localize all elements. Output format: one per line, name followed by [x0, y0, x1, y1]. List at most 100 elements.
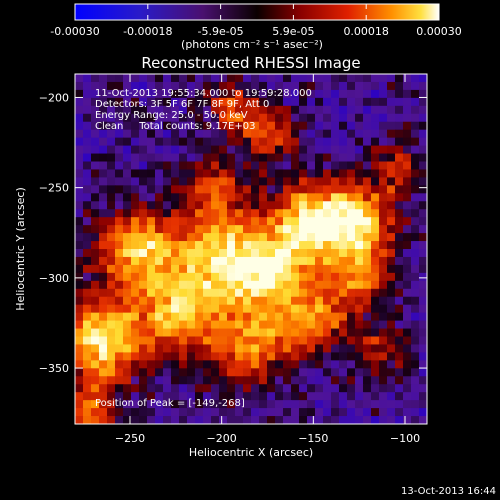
- heatmap-cell: [75, 145, 84, 155]
- heatmap-cell: [83, 185, 92, 194]
- heatmap-cell: [331, 145, 340, 155]
- heatmap-cell: [75, 328, 84, 337]
- heatmap-cell: [419, 74, 427, 83]
- heatmap-cell: [115, 344, 124, 353]
- heatmap-cell: [355, 177, 364, 186]
- heatmap-cell: [379, 241, 388, 250]
- heatmap-cell: [211, 89, 220, 99]
- heatmap-cell: [339, 137, 348, 147]
- heatmap-cell: [91, 368, 100, 377]
- heatmap-cell: [323, 336, 332, 345]
- heatmap-cell: [395, 225, 404, 234]
- heatmap-cell: [371, 81, 380, 91]
- heatmap-cell: [299, 392, 308, 401]
- heatmap-cell: [267, 169, 276, 178]
- heatmap-cell: [259, 225, 268, 234]
- heatmap-cell: [259, 185, 268, 194]
- heatmap-cell: [155, 113, 164, 123]
- heatmap-cell: [123, 241, 132, 250]
- heatmap-cell: [355, 320, 364, 330]
- heatmap-cell: [331, 193, 340, 202]
- heatmap-cell: [115, 256, 124, 266]
- heatmap-cell: [387, 408, 396, 417]
- heatmap-cell: [195, 121, 204, 131]
- heatmap-cell: [83, 376, 92, 385]
- heatmap-cell: [195, 97, 204, 107]
- heatmap-cell: [259, 74, 268, 83]
- heatmap-cell: [75, 241, 84, 250]
- heatmap-cell: [147, 201, 156, 210]
- heatmap-cell: [139, 400, 148, 409]
- heatmap-cell: [91, 384, 100, 393]
- heatmap-cell: [171, 233, 180, 242]
- heatmap-cell: [251, 81, 260, 91]
- heatmap-cell: [419, 113, 427, 123]
- heatmap-cell: [323, 296, 332, 306]
- heatmap-cell: [363, 201, 372, 210]
- heatmap-cell: [299, 280, 308, 290]
- heatmap-cell: [155, 225, 164, 234]
- heatmap-cell: [227, 105, 236, 115]
- heatmap-cell: [99, 328, 108, 337]
- heatmap-cell: [187, 400, 196, 409]
- heatmap-cell: [403, 89, 412, 99]
- heatmap-cell: [363, 121, 372, 131]
- heatmap-cell: [211, 241, 220, 250]
- heatmap-cell: [139, 288, 148, 298]
- heatmap-cell: [115, 264, 124, 274]
- heatmap-cell: [131, 233, 140, 242]
- algorithm-counts-text: Clean Total counts: 9.17E+03: [95, 121, 255, 132]
- heatmap-cell: [187, 320, 196, 330]
- x-tick-label: −200: [207, 432, 237, 445]
- heatmap-cell: [331, 368, 340, 377]
- heatmap-cell: [411, 161, 420, 170]
- heatmap-cell: [347, 392, 356, 401]
- heatmap-cell: [147, 408, 156, 417]
- heatmap-cell: [187, 105, 196, 115]
- heatmap-cell: [347, 408, 356, 417]
- heatmap-cell: [251, 225, 260, 234]
- heatmap-cell: [211, 201, 220, 210]
- heatmap-cell: [115, 201, 124, 210]
- heatmap-cell: [227, 97, 236, 107]
- heatmap-cell: [387, 97, 396, 107]
- heatmap-cell: [163, 304, 172, 314]
- heatmap-cell: [331, 336, 340, 345]
- heatmap-cell: [363, 241, 372, 250]
- heatmap-cell: [211, 177, 220, 186]
- heatmap-cell: [379, 113, 388, 123]
- heatmap-cell: [243, 81, 252, 91]
- heatmap-cell: [387, 384, 396, 393]
- heatmap-cell: [235, 145, 244, 155]
- heatmap-cell: [403, 201, 412, 210]
- heatmap-cell: [155, 105, 164, 115]
- heatmap-cell: [163, 288, 172, 298]
- heatmap-cell: [227, 169, 236, 178]
- heatmap-cell: [339, 105, 348, 115]
- heatmap-cell: [347, 201, 356, 210]
- heatmap-cell: [243, 288, 252, 298]
- heatmap-cell: [131, 105, 140, 115]
- heatmap-cell: [219, 304, 228, 314]
- heatmap-cell: [203, 145, 212, 155]
- heatmap-cell: [307, 344, 316, 353]
- heatmap-cell: [347, 161, 356, 170]
- heatmap-cell: [227, 74, 236, 83]
- heatmap-cell: [75, 193, 84, 202]
- heatmap-cell: [107, 169, 116, 178]
- heatmap-cell: [331, 161, 340, 170]
- heatmap-cell: [403, 288, 412, 298]
- heatmap-cell: [219, 241, 228, 250]
- heatmap-cell: [115, 320, 124, 330]
- heatmap-cell: [403, 296, 412, 306]
- heatmap-cell: [243, 296, 252, 306]
- heatmap-cell: [267, 161, 276, 170]
- heatmap-cell: [419, 105, 427, 115]
- heatmap-cell: [291, 360, 300, 369]
- heatmap-cell: [131, 153, 140, 162]
- heatmap-cell: [83, 400, 92, 409]
- heatmap-cell: [123, 288, 132, 298]
- heatmap-cell: [83, 344, 92, 353]
- heatmap-cell: [275, 89, 284, 99]
- heatmap-cell: [171, 201, 180, 210]
